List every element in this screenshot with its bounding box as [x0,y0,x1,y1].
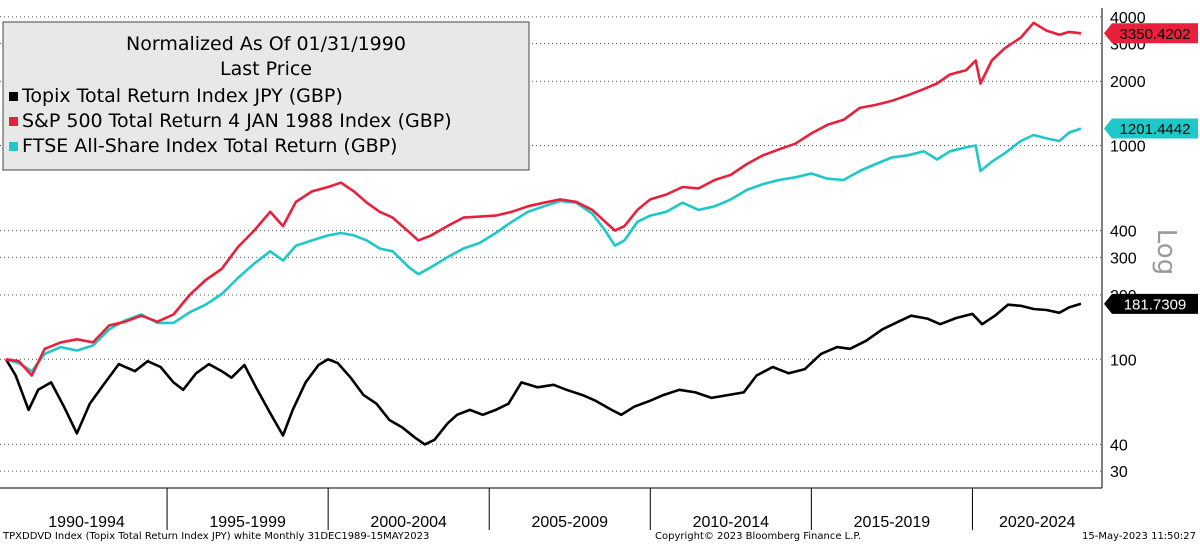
last-value-tag: 1201.4442 [1104,118,1198,139]
x-tick-label: 2020-2024 [999,514,1076,531]
last-value-tag: 3350.4202 [1104,23,1198,44]
legend-entry: Topix Total Return Index JPY (GBP) [21,85,343,107]
y-tick-label: 400 [1110,224,1137,241]
legend: Normalized As Of 01/31/1990 Last Price Top… [2,21,530,171]
series-line [5,127,1082,373]
series-lines [4,21,1082,446]
last-value-tag-bg [1104,293,1198,314]
x-tick-label: 2010-2014 [693,514,770,531]
x-axis: 1990-1994 1995-1999 2000-2004 2005-2009 2010… [0,8,1103,531]
log-scale-label: Log [1151,229,1180,275]
y-tick-label: 40 [1110,437,1128,454]
legend-swatch [9,142,18,151]
legend-heading: Normalized As Of 01/31/1990 [126,33,406,55]
y-tick-label: 2000 [1110,74,1146,91]
legend-entry: S&P 500 Total Return 4 JAN 1988 Index (G… [22,110,452,132]
x-tick-label: 1990-1994 [48,514,125,531]
x-tick-label: 2000-2004 [370,514,447,531]
x-tick-label: 2005-2009 [531,514,608,531]
last-value-text: 181.7309 [1124,296,1187,313]
legend-entry: FTSE All-Share Index Total Return (GBP) [22,135,397,157]
footer-copyright: Copyright© 2023 Bloomberg Finance L.P. [655,531,862,542]
log-scale-text: Log [1151,229,1180,275]
last-value-text: 1201.4442 [1120,121,1191,138]
footer-source: TPXDDVD Index (Topix Total Return Index … [3,531,430,542]
last-value-text: 3350.4202 [1120,26,1191,43]
y-tick-label: 1000 [1110,139,1146,156]
legend-heading: Last Price [220,58,312,80]
legend-swatch [9,92,18,101]
series-line [5,21,1082,377]
series-line [4,302,1082,446]
last-value-tag-bg [1104,118,1198,139]
footer-timestamp: 15-May-2023 11:50:27 [1082,531,1196,542]
legend-box [2,21,530,171]
last-value-tag: 181.7309 [1104,293,1198,314]
y-tick-label: 30 [1110,464,1128,481]
last-value-labels: 181.7309 3350.4202 1201.4442 [1104,23,1198,314]
y-tick-label: 300 [1110,250,1137,267]
legend-swatch [9,117,18,126]
last-value-tag-bg [1104,23,1198,44]
y-tick-label: 100 [1110,352,1137,369]
x-tick-label: 2015-2019 [854,514,931,531]
x-tick-label: 1995-1999 [209,514,286,531]
y-tick-label: 4000 [1110,10,1146,27]
